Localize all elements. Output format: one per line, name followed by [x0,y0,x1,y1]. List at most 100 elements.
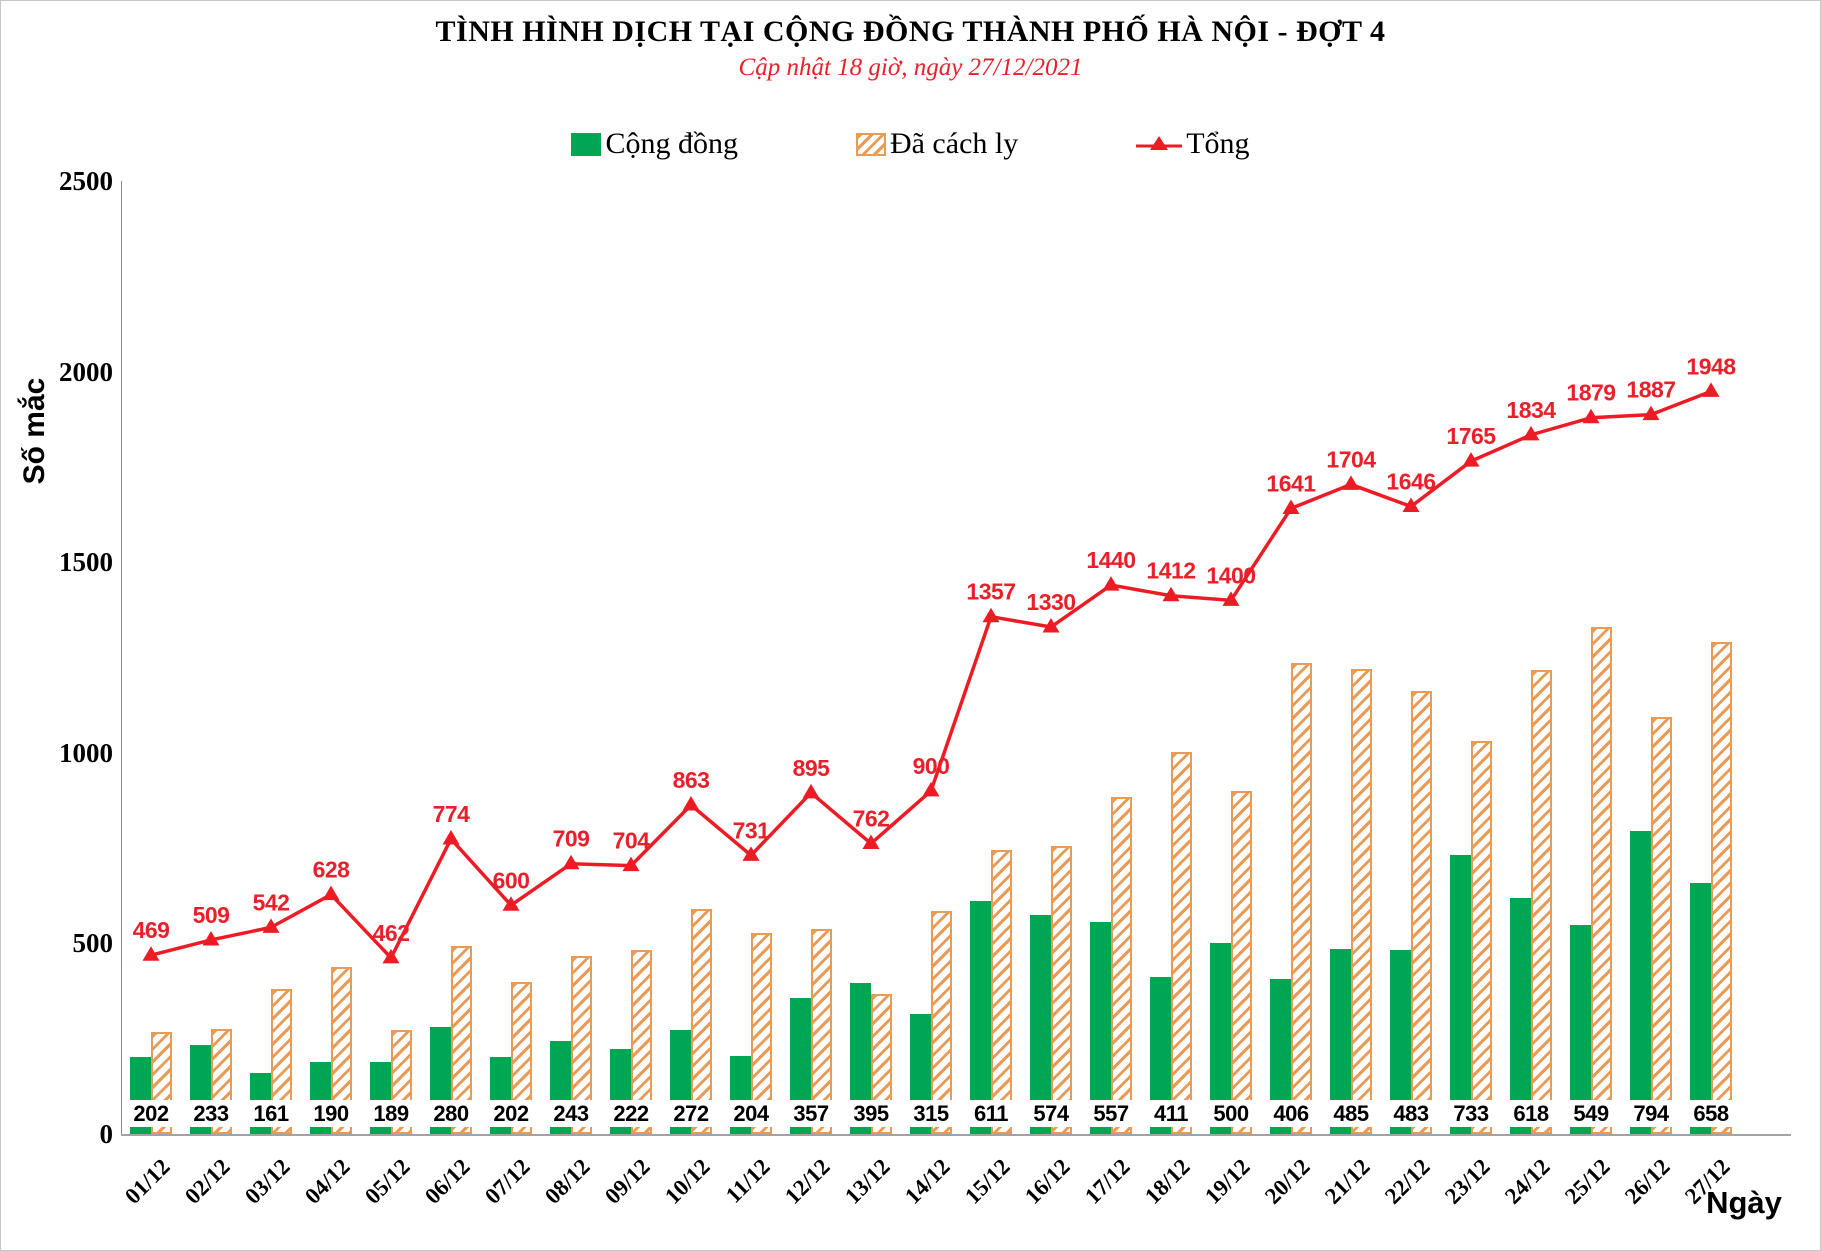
total-marker [1042,618,1060,633]
bar-cong-dong [1630,831,1651,1134]
total-marker [322,885,340,901]
bar-value-label: 549 [1563,1100,1619,1127]
total-marker [682,796,700,811]
bar-da-cach-ly [1471,740,1492,1134]
bar-da-cach-ly [811,928,832,1134]
total-value-label: 1440 [1086,547,1135,573]
bar-cong-dong [1270,979,1291,1134]
total-value-label: 774 [433,801,471,827]
bar-cong-dong [1090,921,1111,1134]
bar-value-label: 794 [1623,1100,1679,1127]
total-value-label: 509 [193,902,230,928]
total-marker [742,846,760,861]
bar-cong-dong [1510,898,1531,1134]
total-value-label: 600 [493,867,530,893]
bar-value-label: 272 [663,1100,719,1127]
total-marker [1462,452,1480,467]
bar-da-cach-ly [451,945,472,1134]
x-axis-title: Ngày [1706,1185,1782,1220]
total-marker [562,854,580,870]
bar-value-label: 204 [723,1100,779,1127]
total-value-label: 709 [553,826,590,852]
bar-value-label: 500 [1203,1100,1259,1127]
legend-item-0: Cộng đồng [571,127,738,161]
legend-swatch-hatched [855,132,886,156]
bar-da-cach-ly [1051,845,1072,1134]
bar-da-cach-ly [631,950,652,1134]
bar-value-label: 411 [1143,1100,1199,1127]
bar-da-cach-ly [1291,663,1312,1134]
bar-cong-dong [1330,949,1351,1134]
y-tick-label: 2000 [59,356,113,387]
total-marker [1402,497,1420,513]
bar-cong-dong [1390,949,1411,1134]
total-marker [202,930,220,946]
bar-value-label: 618 [1503,1100,1559,1127]
legend-swatch-line-marker [1136,136,1183,150]
total-marker [1102,576,1120,591]
total-value-label: 1400 [1206,562,1255,588]
bar-da-cach-ly [1351,669,1372,1134]
total-value-label: 542 [253,889,290,915]
bar-value-label: 357 [783,1100,839,1127]
legend-label: Tổng [1186,127,1250,160]
total-value-label: 469 [133,917,170,943]
bar-value-label: 233 [183,1100,239,1127]
bar-value-label: 202 [483,1100,539,1127]
bar-cong-dong [1150,977,1171,1134]
y-tick-label: 500 [72,928,114,959]
total-marker [1582,408,1600,424]
bar-da-cach-ly [331,967,352,1134]
bar-value-label: 557 [1083,1100,1139,1127]
bar-value-label: 161 [243,1100,299,1127]
total-marker [1282,499,1300,514]
bar-cong-dong [1570,924,1591,1134]
total-marker [1342,475,1360,490]
total-value-label: 1646 [1386,469,1435,495]
y-tick-label: 1500 [59,547,113,578]
total-value-label: 731 [733,817,771,843]
bar-da-cach-ly [1111,797,1132,1134]
total-value-label: 1834 [1506,397,1556,423]
bar-value-label: 658 [1683,1100,1739,1127]
chart-title: TÌNH HÌNH DỊCH TẠI CỘNG ĐỒNG THÀNH PHỐ H… [435,15,1386,48]
total-marker [1642,405,1660,421]
bar-value-label: 485 [1323,1100,1379,1127]
total-value-label: 900 [913,753,950,779]
y-tick-label: 1000 [59,737,113,768]
total-marker [922,781,940,797]
bar-da-cach-ly [1231,790,1252,1134]
total-value-label: 1879 [1566,380,1615,406]
bar-value-label: 189 [363,1100,419,1127]
legend-label: Đã cách ly [889,127,1019,160]
total-marker [1162,586,1180,602]
bar-da-cach-ly [991,849,1012,1134]
chart-legend: Cộng đồng Đã cách ly Tổng [1,127,1820,161]
total-marker [802,783,820,799]
bar-value-label: 733 [1443,1100,1499,1127]
total-value-label: 1765 [1446,423,1496,449]
legend-swatch-solid [571,132,602,156]
total-value-label: 1412 [1146,558,1195,584]
bar-da-cach-ly [691,908,712,1134]
total-value-label: 1330 [1026,589,1075,615]
total-value-label: 462 [373,920,410,946]
bar-cong-dong [1690,883,1711,1134]
total-value-label: 1641 [1266,470,1316,496]
total-value-label: 762 [853,806,890,832]
bar-da-cach-ly [1651,717,1672,1134]
total-line-layer: 469 509 542 628 462 774 600 709 704 863 731 895 762 9… [133,353,1737,964]
total-marker [1222,591,1240,606]
x-axis-line [121,1134,1791,1136]
total-marker [262,918,280,933]
total-value-label: 628 [313,857,351,883]
total-marker [142,946,160,961]
total-marker [502,896,520,911]
total-marker [382,948,400,964]
total-marker [442,829,460,845]
total-marker [862,834,880,850]
bar-da-cach-ly [1531,670,1552,1134]
total-value-label: 1887 [1626,377,1675,403]
total-value-label: 1357 [966,579,1015,605]
bar-value-label: 222 [603,1100,659,1127]
